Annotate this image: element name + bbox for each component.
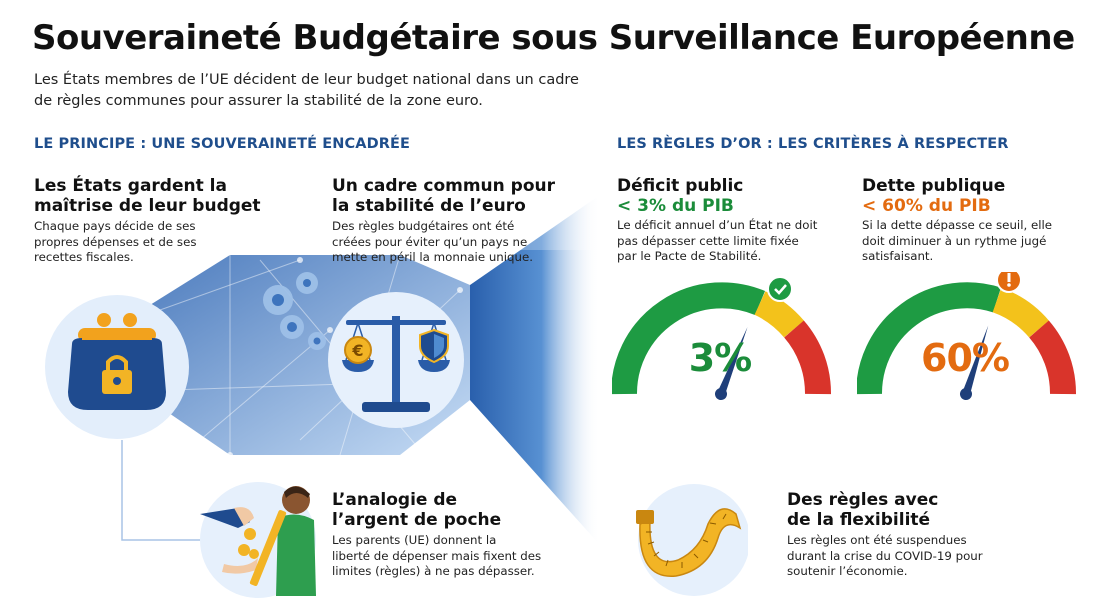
flexibility-title-line-2: de la flexibilité [787, 510, 931, 530]
debt-gauge [857, 272, 1077, 400]
deficit-gauge-value: 3% [688, 336, 753, 380]
framework-text-line-3: mette en péril la monnaie unique. [332, 250, 534, 264]
page-subtitle: Les États membres de l’UE décident de le… [34, 72, 579, 109]
flexibility-text-line-2: durant la crise du COVID-19 pour [787, 548, 983, 563]
svg-text:€: € [351, 341, 363, 360]
debt-title: Dette publique [862, 176, 1006, 196]
pocket-money-icon [200, 482, 316, 598]
control-title-line-2: maîtrise de leur budget [34, 196, 261, 216]
framework-title-line-1: Un cadre commun pour [332, 176, 556, 196]
framework-text-line-2: créées pour éviter qu’un pays ne [332, 234, 528, 249]
control-block: Les États gardent la maîtrise de leur bu… [34, 176, 274, 266]
warning-icon [996, 272, 1022, 293]
tape-measure-icon [636, 484, 748, 596]
check-icon [767, 276, 793, 302]
purse-icon [45, 295, 189, 439]
deficit-text-line-3: par le Pacte de Stabilité. [617, 249, 762, 263]
deficit-gauge-needle [715, 327, 748, 400]
funnel-shape [470, 195, 600, 545]
deficit-block: Déficit public < 3% du PIB Le déficit an… [617, 176, 847, 265]
analogy-text-line-2: liberté de dépenser mais fixent des [332, 548, 542, 563]
deficit-text-line-2: pas dépasser cette limite fixée [617, 233, 799, 248]
debt-gauge-value: 60% [921, 336, 1010, 380]
flexibility-title-line-1: Des règles avec [787, 490, 939, 510]
deficit-title: Déficit public [617, 176, 744, 196]
debt-text-line-2: doit diminuer à un rythme jugé [862, 233, 1047, 248]
control-text-line-2: propres dépenses et de ses [34, 234, 197, 249]
connector-line [121, 440, 200, 541]
framework-title-line-2: la stabilité de l’euro [332, 196, 526, 216]
analogy-text-line-3: limites (règles) à ne pas dépasser. [332, 564, 535, 578]
deficit-text-line-1: Le déficit annuel d’un État ne doit [617, 218, 818, 232]
gear-icons [263, 272, 326, 350]
framework-text-line-1: Des règles budgétaires ont été [332, 219, 515, 233]
page-title: Souveraineté Budgétaire sous Surveillanc… [32, 18, 1075, 58]
flexibility-block: Des règles avec de la flexibilité Les rè… [787, 490, 1027, 580]
flexibility-text-line-1: Les règles ont été suspendues [787, 533, 967, 547]
section-title-principle: LE PRINCIPE : UNE SOUVERAINETÉ ENCADRÉE [34, 136, 410, 152]
debt-text-line-1: Si la dette dépasse ce seuil, elle [862, 218, 1053, 232]
debt-limit: < 60% du PIB [862, 196, 991, 216]
control-text-line-3: recettes fiscales. [34, 250, 134, 264]
control-title-line-1: Les États gardent la [34, 176, 227, 196]
section-title-rules: LES RÈGLES D’OR : LES CRITÈRES À RESPECT… [617, 136, 1009, 152]
scales-icon: € [328, 292, 464, 428]
debt-text-line-3: satisfaisant. [862, 249, 934, 263]
analogy-text-line-1: Les parents (UE) donnent la [332, 533, 497, 547]
flexibility-text-line-3: soutenir l’économie. [787, 564, 908, 578]
deficit-limit: < 3% du PIB [617, 196, 734, 216]
debt-block: Dette publique < 60% du PIB Si la dette … [862, 176, 1102, 265]
framework-block: Un cadre commun pour la stabilité de l’e… [332, 176, 582, 266]
debt-gauge-needle [960, 325, 989, 400]
analogy-title-line-2: l’argent de poche [332, 510, 502, 530]
analogy-block: L’analogie de l’argent de poche Les pare… [332, 490, 582, 580]
analogy-title-line-1: L’analogie de [332, 490, 458, 510]
deficit-gauge [612, 276, 832, 400]
control-text-line-1: Chaque pays décide de ses [34, 219, 196, 233]
